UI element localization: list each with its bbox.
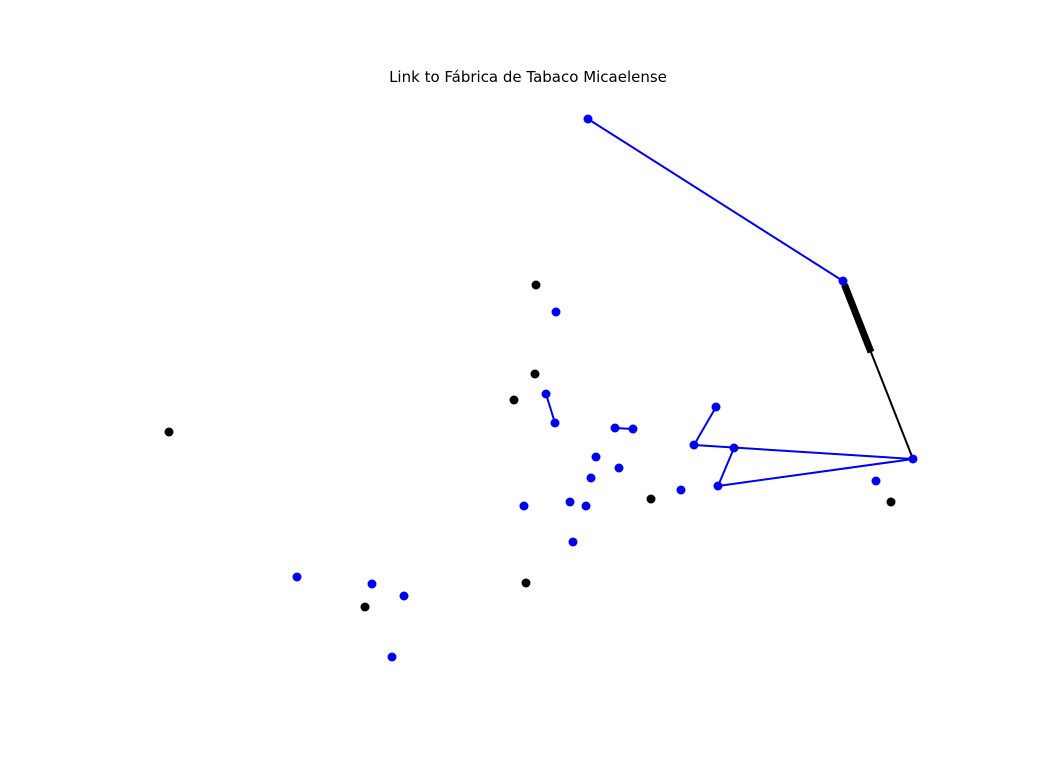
points-layer	[164, 114, 918, 662]
point-p24	[519, 501, 529, 511]
point-p9	[509, 395, 519, 405]
point-p19	[591, 452, 601, 462]
point-p27	[568, 537, 578, 547]
point-p12	[164, 427, 174, 437]
point-p28	[521, 578, 531, 588]
link-thick-p2-p3	[841, 283, 875, 354]
link-p16-p3	[693, 444, 914, 460]
point-p33	[387, 652, 397, 662]
point-p8	[530, 369, 540, 379]
point-p1	[583, 114, 593, 124]
point-p6	[531, 280, 541, 290]
point-p5	[886, 497, 896, 507]
point-p29	[292, 572, 302, 582]
link-p1-p2	[587, 118, 844, 282]
link-p17-p18	[717, 447, 735, 487]
point-p15	[711, 402, 721, 412]
links-layer	[545, 118, 914, 487]
point-p3	[908, 454, 918, 464]
link-p10-p11	[545, 393, 556, 424]
point-p2	[838, 276, 848, 286]
chart-title: Link to Fábrica de Tabaco Micaelense	[389, 68, 667, 86]
point-p31	[399, 591, 409, 601]
point-p20	[614, 463, 624, 473]
point-p22	[676, 485, 686, 495]
point-p32	[360, 602, 370, 612]
point-p13	[610, 423, 620, 433]
point-p25	[565, 497, 575, 507]
point-p23	[646, 494, 656, 504]
point-p30	[367, 579, 377, 589]
point-p17	[729, 443, 739, 453]
point-p26	[581, 501, 591, 511]
point-p16	[689, 440, 699, 450]
link-p18-p3	[717, 458, 914, 487]
point-p10	[541, 389, 551, 399]
point-p7	[551, 307, 561, 317]
point-p18	[713, 481, 723, 491]
point-p14	[628, 424, 638, 434]
point-p11	[550, 418, 560, 428]
link-p15-p16	[693, 406, 717, 446]
point-p21	[586, 473, 596, 483]
point-p4	[871, 476, 881, 486]
